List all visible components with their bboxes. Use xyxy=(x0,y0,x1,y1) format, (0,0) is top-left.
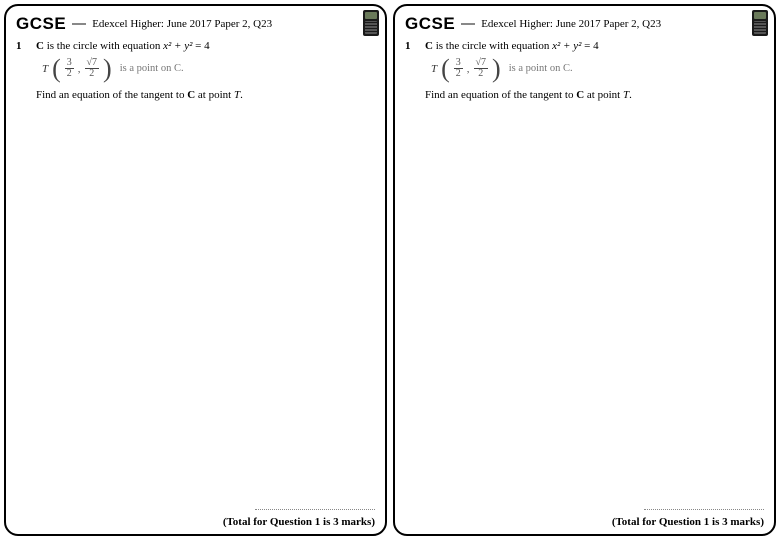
frac1-den: 2 xyxy=(454,69,463,79)
find-mid: at point xyxy=(195,89,234,101)
find-pre: Find an equation of the tangent to xyxy=(36,89,187,101)
find-C: C xyxy=(187,89,195,101)
frac2-den: 2 xyxy=(87,69,96,79)
paren-close: ) xyxy=(492,59,501,79)
gcse-label: GCSE xyxy=(16,14,66,34)
circle-definition: C is the circle with equation x² + y² = … xyxy=(425,40,764,52)
point-T: T xyxy=(431,63,437,75)
paren-open: ( xyxy=(441,59,450,79)
find-mid: at point xyxy=(584,89,623,101)
fraction-2: √7 2 xyxy=(474,58,489,79)
calculator-icon xyxy=(363,10,379,36)
answer-line xyxy=(255,509,375,510)
total-marks: (Total for Question 1 is 3 marks) xyxy=(612,516,764,528)
question-number: 1 xyxy=(16,40,28,504)
page-header: GCSE Edexcel Higher: June 2017 Paper 2, … xyxy=(405,14,764,34)
worksheet-page-left: GCSE Edexcel Higher: June 2017 Paper 2, … xyxy=(4,4,387,536)
question-number: 1 xyxy=(405,40,417,504)
fraction-1: 3 2 xyxy=(454,58,463,79)
equation-rhs: = 4 xyxy=(581,40,598,52)
question-text: C is the circle with equation x² + y² = … xyxy=(36,40,375,504)
page-header: GCSE Edexcel Higher: June 2017 Paper 2, … xyxy=(16,14,375,34)
fraction-2: √7 2 xyxy=(85,58,100,79)
circle-name: C xyxy=(36,40,44,52)
calculator-icon xyxy=(752,10,768,36)
circle-name: C xyxy=(425,40,433,52)
paren-close: ) xyxy=(103,59,112,79)
point-definition: T ( 3 2 , √7 2 ) is a point on C. xyxy=(431,58,764,79)
fraction-1: 3 2 xyxy=(65,58,74,79)
point-T: T xyxy=(42,63,48,75)
find-instruction: Find an equation of the tangent to C at … xyxy=(425,89,764,101)
frac1-den: 2 xyxy=(65,69,74,79)
question-body: 1 C is the circle with equation x² + y² … xyxy=(16,40,375,504)
worksheet-page-right: GCSE Edexcel Higher: June 2017 Paper 2, … xyxy=(393,4,776,536)
answer-line xyxy=(644,509,764,510)
equation-lhs: x² + y² xyxy=(163,40,192,52)
find-instruction: Find an equation of the tangent to C at … xyxy=(36,89,375,101)
page-footer: (Total for Question 1 is 3 marks) xyxy=(405,504,764,528)
equation-lhs: x² + y² xyxy=(552,40,581,52)
gcse-label: GCSE xyxy=(405,14,455,34)
coord-comma: , xyxy=(467,63,470,75)
find-post: . xyxy=(240,89,243,101)
find-post: . xyxy=(629,89,632,101)
header-dash xyxy=(461,23,475,25)
point-definition: T ( 3 2 , √7 2 ) is a point on C. xyxy=(42,58,375,79)
question-body: 1 C is the circle with equation x² + y² … xyxy=(405,40,764,504)
coord-comma: , xyxy=(78,63,81,75)
is-point-text: is a point on C. xyxy=(120,63,184,74)
find-pre: Find an equation of the tangent to xyxy=(425,89,576,101)
question-text: C is the circle with equation x² + y² = … xyxy=(425,40,764,504)
paper-reference: Edexcel Higher: June 2017 Paper 2, Q23 xyxy=(92,18,272,30)
header-dash xyxy=(72,23,86,25)
page-footer: (Total for Question 1 is 3 marks) xyxy=(16,504,375,528)
circle-text: is the circle with equation xyxy=(433,40,552,52)
total-marks: (Total for Question 1 is 3 marks) xyxy=(223,516,375,528)
equation-rhs: = 4 xyxy=(192,40,209,52)
circle-text: is the circle with equation xyxy=(44,40,163,52)
circle-definition: C is the circle with equation x² + y² = … xyxy=(36,40,375,52)
find-C: C xyxy=(576,89,584,101)
paper-reference: Edexcel Higher: June 2017 Paper 2, Q23 xyxy=(481,18,661,30)
frac2-den: 2 xyxy=(476,69,485,79)
is-point-text: is a point on C. xyxy=(509,63,573,74)
paren-open: ( xyxy=(52,59,61,79)
